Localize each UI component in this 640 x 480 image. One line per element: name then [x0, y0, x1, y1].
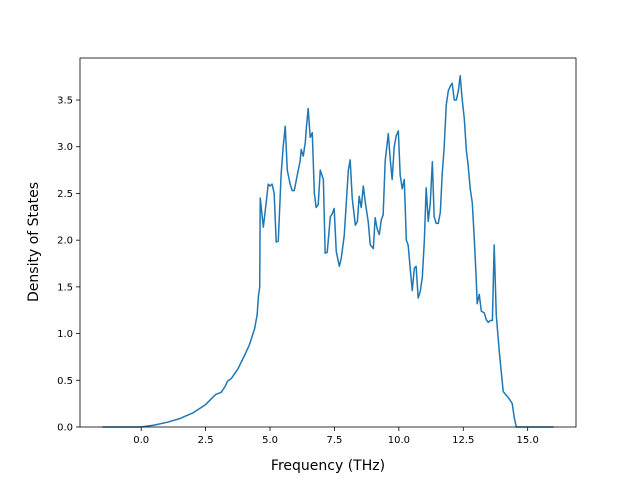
y-tick-label: 0.5 — [57, 376, 73, 387]
x-tick-label: 15.0 — [517, 435, 539, 446]
y-tick-label: 3.0 — [57, 142, 73, 153]
y-tick-label: 1.0 — [57, 329, 73, 340]
y-axis-label: Density of States — [26, 182, 42, 302]
plot-frame — [79, 57, 577, 428]
x-tick-label: 5.0 — [262, 435, 278, 446]
y-tick-label: 2.0 — [57, 236, 73, 247]
x-axis-label: Frequency (THz) — [271, 458, 385, 474]
x-tick-label: 0.0 — [133, 435, 149, 446]
line — [102, 74, 554, 428]
x-tick-label: 7.5 — [326, 435, 342, 446]
y-tick-label: 1.5 — [57, 282, 73, 293]
y-tick-label: 0.0 — [57, 423, 73, 434]
y-tick-label: 3.5 — [57, 96, 73, 107]
x-tick-label: 10.0 — [388, 435, 410, 446]
x-tick-label: 12.5 — [452, 435, 474, 446]
y-tick-label: 2.5 — [57, 189, 73, 200]
x-tick-label: 2.5 — [198, 435, 214, 446]
